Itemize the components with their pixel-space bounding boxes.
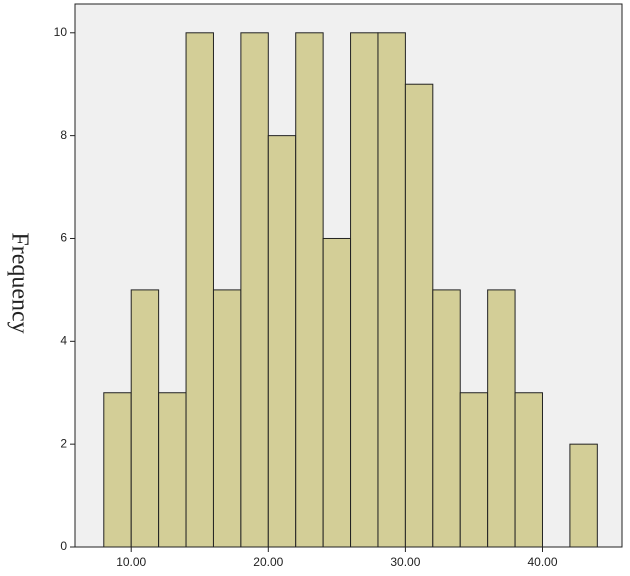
x-tick-label: 40.00 bbox=[527, 555, 557, 569]
bar bbox=[350, 32, 379, 548]
plot-frame bbox=[74, 3, 623, 548]
bar bbox=[459, 392, 489, 548]
bar bbox=[130, 289, 160, 548]
bar bbox=[377, 32, 406, 548]
x-tick-label: 10.00 bbox=[116, 555, 146, 569]
bar bbox=[404, 83, 434, 548]
bar bbox=[514, 392, 543, 548]
bar bbox=[103, 392, 132, 548]
bar bbox=[267, 135, 297, 548]
y-tick-label: 6 bbox=[60, 231, 67, 245]
y-tick-label: 2 bbox=[60, 436, 67, 450]
bar bbox=[487, 289, 516, 548]
bar bbox=[240, 32, 269, 548]
bar bbox=[295, 32, 324, 548]
y-tick-label: 4 bbox=[60, 333, 67, 347]
y-tick-label: 0 bbox=[60, 539, 67, 553]
bar bbox=[185, 32, 214, 548]
bar bbox=[212, 289, 242, 548]
bar bbox=[322, 237, 352, 548]
x-tick-label: 20.00 bbox=[253, 555, 283, 569]
bar bbox=[158, 392, 187, 548]
x-tick-label: 30.00 bbox=[390, 555, 420, 569]
bar bbox=[432, 289, 461, 548]
y-tick-label: 8 bbox=[60, 128, 67, 142]
bar bbox=[569, 443, 598, 548]
y-axis-label: Frequency bbox=[6, 232, 32, 333]
y-tick-label: 10 bbox=[54, 25, 68, 39]
